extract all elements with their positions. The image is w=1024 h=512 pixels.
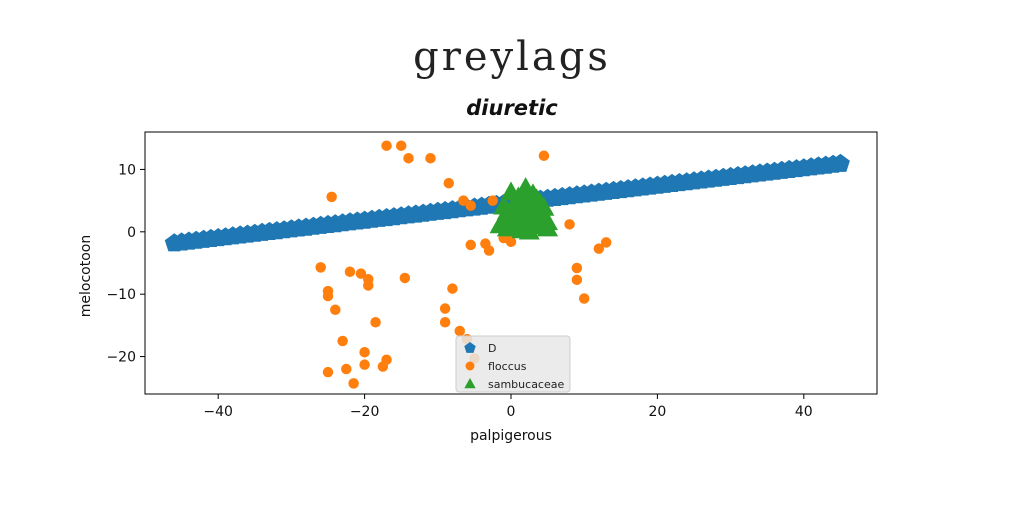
legend-label-floccus: floccus <box>488 360 527 373</box>
data-point-D <box>830 153 850 172</box>
y-tick-label: −10 <box>106 287 136 303</box>
x-tick-label: −40 <box>203 404 233 420</box>
data-point-floccus <box>439 317 451 328</box>
x-axis: −40 −20 0 20 40 <box>203 394 813 420</box>
data-point-floccus <box>322 290 334 302</box>
data-point-floccus <box>443 177 455 189</box>
data-point-floccus <box>363 280 374 291</box>
x-tick-label: −20 <box>350 404 380 420</box>
data-point-floccus <box>465 239 476 251</box>
legend-marker-floccus <box>465 361 475 371</box>
legend-label-sambucaceae: sambucaceae <box>488 378 564 391</box>
data-point-floccus <box>487 195 498 206</box>
y-axis-label: melocotoon <box>78 235 94 317</box>
data-point-floccus <box>330 304 341 316</box>
data-point-floccus <box>399 272 411 284</box>
data-point-floccus <box>344 266 356 277</box>
data-point-sambucaceae <box>529 215 551 235</box>
data-point-floccus <box>359 346 370 358</box>
data-point-floccus <box>341 363 352 375</box>
data-point-floccus <box>439 303 451 314</box>
data-point-floccus <box>359 359 370 370</box>
data-point-floccus <box>505 236 517 248</box>
data-marks <box>164 140 850 389</box>
y-tick-label: 10 <box>118 162 136 178</box>
data-point-floccus <box>593 243 605 254</box>
data-point-floccus <box>571 274 583 286</box>
data-point-floccus <box>425 152 436 164</box>
x-tick-label: 40 <box>795 404 813 420</box>
data-point-floccus <box>600 237 612 248</box>
data-point-floccus <box>326 191 337 203</box>
data-point-floccus <box>370 317 381 328</box>
data-point-sambucaceae <box>515 184 537 204</box>
legend-marker-D <box>464 342 476 353</box>
data-point-floccus <box>322 366 334 378</box>
legend-label-D: D <box>488 342 496 355</box>
series-D <box>164 153 850 252</box>
page-title: greylags <box>413 34 611 80</box>
y-axis: −20 −10 0 10 <box>106 162 145 366</box>
data-point-floccus <box>458 195 469 206</box>
data-point-floccus <box>348 378 359 389</box>
data-point-floccus <box>454 325 466 337</box>
data-point-floccus <box>538 150 550 161</box>
data-point-floccus <box>355 268 367 279</box>
data-point-floccus <box>578 293 590 304</box>
data-point-floccus <box>381 140 392 151</box>
x-tick-label: 0 <box>507 404 516 420</box>
data-point-floccus <box>571 262 583 274</box>
data-point-floccus <box>465 200 476 211</box>
x-tick-label: 20 <box>648 404 666 420</box>
chart-title: diuretic <box>466 96 558 120</box>
data-point-floccus <box>564 219 575 230</box>
data-point-floccus <box>315 262 326 273</box>
legend-marker-sambucaceae <box>464 378 476 389</box>
y-tick-label: 0 <box>127 225 136 241</box>
data-point-floccus <box>337 335 348 347</box>
data-point-floccus <box>480 238 491 249</box>
data-point-sambucaceae <box>507 213 529 233</box>
series-sambucaceae <box>489 177 559 240</box>
data-point-floccus <box>395 140 407 151</box>
x-axis-label: palpigerous <box>470 428 552 444</box>
data-point-sambucaceae <box>522 203 544 223</box>
y-tick-label: −20 <box>106 350 136 366</box>
data-point-floccus <box>447 283 458 294</box>
legend-box <box>455 335 571 393</box>
data-point-floccus <box>381 354 392 365</box>
data-point-floccus <box>403 152 414 164</box>
